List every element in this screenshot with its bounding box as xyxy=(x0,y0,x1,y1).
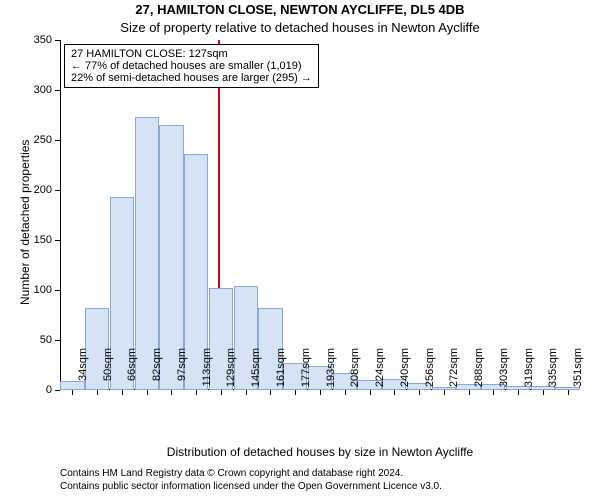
ytick-mark xyxy=(55,290,60,291)
xtick-mark xyxy=(122,390,123,395)
xtick-mark xyxy=(370,390,371,395)
xtick-mark xyxy=(196,390,197,395)
chart-title: 27, HAMILTON CLOSE, NEWTON AYCLIFFE, DL5… xyxy=(0,2,600,17)
xtick-label: 97sqm xyxy=(176,348,188,398)
ytick-label: 350 xyxy=(22,34,52,46)
xtick-label: 335sqm xyxy=(547,348,559,398)
ytick-mark xyxy=(55,90,60,91)
xtick-label: 113sqm xyxy=(201,348,213,398)
ytick-label: 150 xyxy=(22,234,52,246)
xtick-label: 351sqm xyxy=(572,348,584,398)
xtick-label: 240sqm xyxy=(399,348,411,398)
xtick-label: 193sqm xyxy=(325,348,337,398)
info-box-smaller: ← 77% of detached houses are smaller (1,… xyxy=(71,60,312,72)
xtick-mark xyxy=(97,390,98,395)
ytick-label: 0 xyxy=(22,384,52,396)
xtick-mark xyxy=(469,390,470,395)
x-axis-label: Distribution of detached houses by size … xyxy=(60,445,580,459)
xtick-label: 50sqm xyxy=(102,348,114,398)
xtick-label: 82sqm xyxy=(151,348,163,398)
xtick-mark xyxy=(320,390,321,395)
xtick-mark xyxy=(246,390,247,395)
y-axis-line xyxy=(60,40,61,390)
xtick-mark xyxy=(147,390,148,395)
xtick-mark xyxy=(394,390,395,395)
xtick-mark xyxy=(295,390,296,395)
xtick-mark xyxy=(171,390,172,395)
ytick-mark xyxy=(55,140,60,141)
xtick-label: 288sqm xyxy=(473,348,485,398)
xtick-label: 129sqm xyxy=(225,348,237,398)
xtick-label: 145sqm xyxy=(250,348,262,398)
xtick-mark xyxy=(345,390,346,395)
ytick-mark xyxy=(55,240,60,241)
xtick-label: 34sqm xyxy=(77,348,89,398)
ytick-mark xyxy=(55,340,60,341)
ytick-mark xyxy=(55,390,60,391)
xtick-label: 177sqm xyxy=(300,348,312,398)
info-box-title: 27 HAMILTON CLOSE: 127sqm xyxy=(71,48,312,60)
xtick-label: 256sqm xyxy=(424,348,436,398)
y-axis-label: Number of detached properties xyxy=(18,140,32,305)
xtick-label: 224sqm xyxy=(374,348,386,398)
info-box-larger: 22% of semi-detached houses are larger (… xyxy=(71,72,312,84)
ytick-label: 250 xyxy=(22,134,52,146)
ytick-label: 100 xyxy=(22,284,52,296)
xtick-mark xyxy=(72,390,73,395)
plot-area: 27 HAMILTON CLOSE: 127sqm ← 77% of detac… xyxy=(60,40,580,390)
xtick-label: 319sqm xyxy=(523,348,535,398)
xtick-mark xyxy=(493,390,494,395)
xtick-mark xyxy=(221,390,222,395)
info-box: 27 HAMILTON CLOSE: 127sqm ← 77% of detac… xyxy=(64,44,319,88)
chart-container: 27, HAMILTON CLOSE, NEWTON AYCLIFFE, DL5… xyxy=(0,0,600,500)
chart-subtitle: Size of property relative to detached ho… xyxy=(0,20,600,35)
ytick-mark xyxy=(55,40,60,41)
xtick-mark xyxy=(270,390,271,395)
footer: Contains HM Land Registry data © Crown c… xyxy=(60,468,442,493)
xtick-mark xyxy=(568,390,569,395)
xtick-mark xyxy=(543,390,544,395)
ytick-label: 200 xyxy=(22,184,52,196)
xtick-label: 208sqm xyxy=(349,348,361,398)
ytick-label: 300 xyxy=(22,84,52,96)
xtick-mark xyxy=(419,390,420,395)
footer-line-1: Contains HM Land Registry data © Crown c… xyxy=(60,468,442,481)
xtick-label: 161sqm xyxy=(275,348,287,398)
footer-line-2: Contains public sector information licen… xyxy=(60,481,442,494)
ytick-label: 50 xyxy=(22,334,52,346)
xtick-mark xyxy=(518,390,519,395)
ytick-mark xyxy=(55,190,60,191)
xtick-label: 303sqm xyxy=(498,348,510,398)
xtick-label: 272sqm xyxy=(448,348,460,398)
xtick-label: 66sqm xyxy=(126,348,138,398)
xtick-mark xyxy=(444,390,445,395)
